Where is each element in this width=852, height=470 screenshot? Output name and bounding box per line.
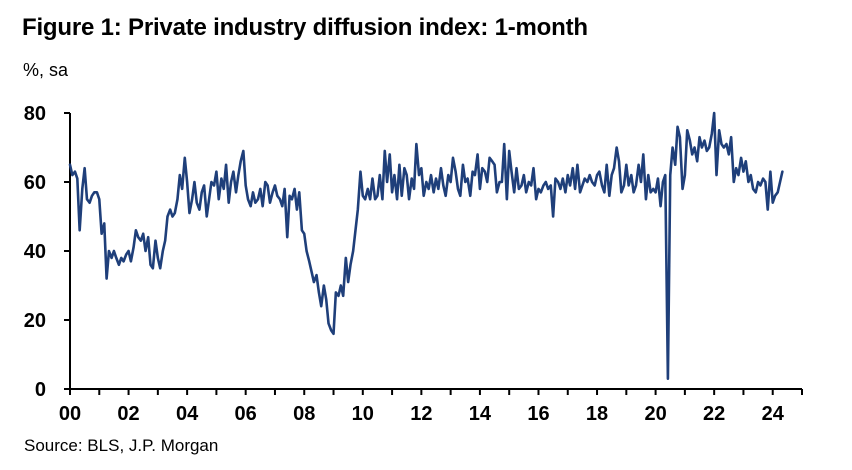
x-tick-label: 16 (527, 403, 549, 425)
x-tick-label: 00 (59, 403, 81, 425)
y-tick-label: 20 (24, 310, 46, 332)
x-tick-label: 12 (410, 403, 432, 425)
x-tick-label: 10 (352, 403, 374, 425)
x-tick-label: 22 (703, 403, 725, 425)
x-tick-label: 06 (235, 403, 257, 425)
x-tick-label: 20 (644, 403, 666, 425)
y-tick-label: 40 (24, 241, 46, 263)
y-tick-label: 60 (24, 172, 46, 194)
y-axis-unit-label: %, sa (23, 60, 69, 80)
x-tick-label: 08 (293, 403, 315, 425)
x-tick-label: 02 (117, 403, 139, 425)
x-tick-label: 04 (176, 403, 199, 425)
y-axis: 0 20 40 60 80 (24, 103, 70, 401)
series-line (68, 111, 784, 380)
y-tick-label: 0 (35, 379, 46, 401)
x-tick-label: 24 (762, 403, 785, 425)
x-tick-label: 18 (586, 403, 608, 425)
x-axis: 00 02 04 06 08 10 12 14 16 18 20 22 24 (59, 389, 803, 425)
source-note: Source: BLS, J.P. Morgan (24, 436, 219, 455)
x-tick-label: 14 (469, 403, 492, 425)
chart-title: Figure 1: Private industry diffusion ind… (22, 14, 588, 41)
y-tick-label: 80 (24, 103, 46, 125)
